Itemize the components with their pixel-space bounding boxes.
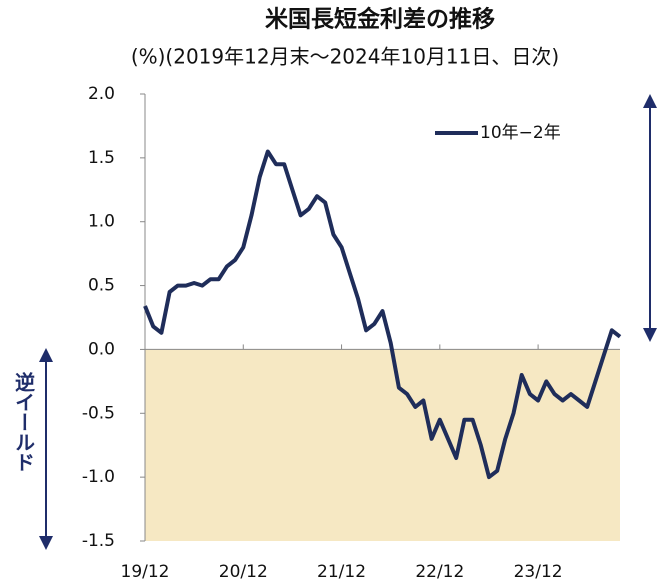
chart-title: 米国長短金利差の推移 xyxy=(265,6,495,33)
shade xyxy=(145,349,620,541)
line xyxy=(143,149,622,480)
x-tick-label: 22/12 xyxy=(415,562,464,582)
y-tick-label: -1.5 xyxy=(82,531,115,551)
chart-subtitle: (%)(2019年12月末～2024年10月11日、日次) xyxy=(131,45,559,69)
annotation: 逆イールド xyxy=(12,371,36,472)
y-tick-label: -1.0 xyxy=(82,467,115,487)
x-tick-label: 19/12 xyxy=(121,562,170,582)
x-tick-label: 23/12 xyxy=(514,562,563,582)
legend-label: 10年−2年 xyxy=(480,123,561,143)
x-tick-label: 21/12 xyxy=(317,562,366,582)
y-tick-label: 2.0 xyxy=(88,84,115,104)
y-tick-label: -0.5 xyxy=(82,403,115,423)
y-tick-label: 0.0 xyxy=(88,339,115,359)
y-tick-label: 0.5 xyxy=(88,276,115,296)
annotation-arrow xyxy=(39,94,657,550)
y-tick-label: 1.0 xyxy=(88,212,115,232)
y-tick-label: 1.5 xyxy=(88,148,115,168)
x-tick-label: 20/12 xyxy=(219,562,268,582)
